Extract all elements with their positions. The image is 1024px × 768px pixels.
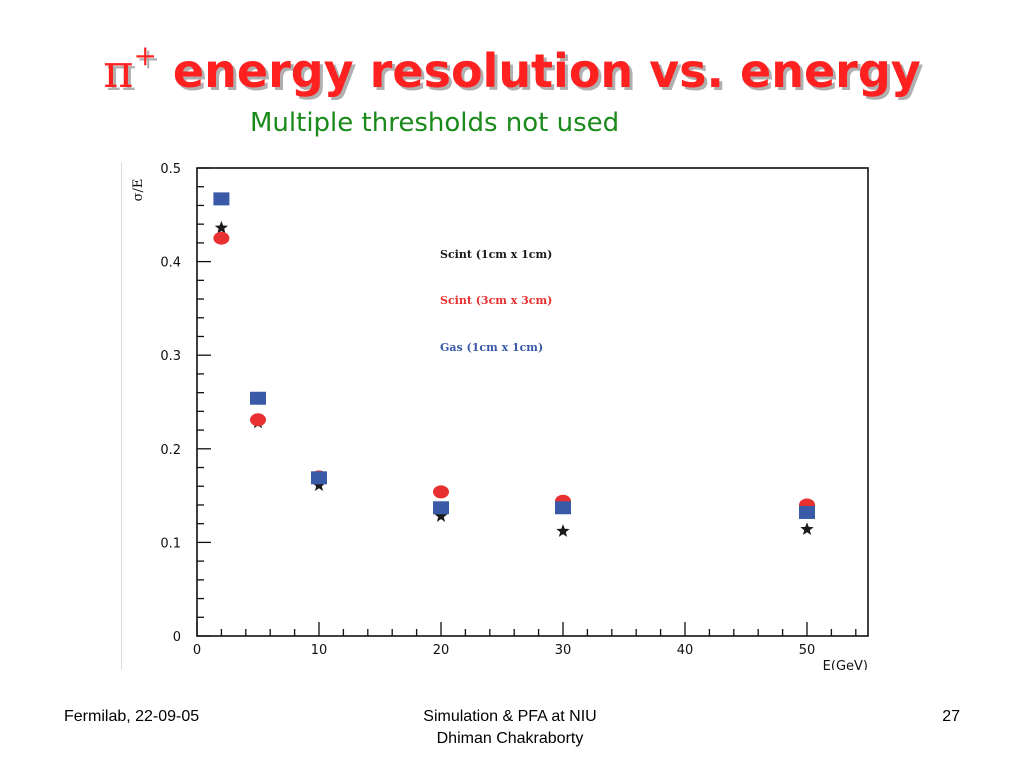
footer-author: Dhiman Chakraborty [436,730,584,747]
footer-left: Fermilab, 22-09-05 [64,708,200,725]
data-point-circle [433,485,449,499]
slide-subtitle: Multiple thresholds not used [250,108,620,138]
x-tick-label: 50 [799,643,816,658]
data-point-square [311,471,327,485]
legend-entry: Scint (3cm x 3cm) [440,294,552,307]
data-point-star [434,509,448,522]
data-point-square [213,192,230,206]
y-axis-label: σ/E [131,179,146,202]
title-pi-symbol: π [103,44,134,98]
x-tick-label: 20 [433,643,450,658]
footer-presentation-title: Simulation & PFA at NIU [423,708,597,725]
y-tick-label: 0.4 [160,256,181,271]
y-tick-label: 0 [173,630,181,645]
footer-center: Simulation & PFA at NIU Dhiman Chakrabor… [380,706,640,750]
slide-title: π+ energy resolution vs. energy [0,28,1024,99]
data-point-square [555,501,571,515]
y-tick-label: 0.3 [160,349,181,364]
plot-frame [196,167,869,637]
legend-entry: Scint (1cm x 1cm) [440,248,552,261]
scatter-chart: 0 0.1 0.2 0.3 0.4 0.5 0 10 20 30 40 50 E(GeV) σ/E Scin… [121,162,869,670]
x-tick-label: 10 [311,643,328,658]
page-number: 27 [942,708,960,725]
data-point-star [312,478,326,491]
y-tick-label: 0.1 [160,536,181,551]
x-tick-label: 0 [193,643,201,658]
title-superscript: + [133,39,157,72]
data-point-square [433,501,449,515]
y-tick-label: 0.5 [160,162,181,177]
data-point-circle [213,231,230,245]
data-point-circle [250,413,266,427]
data-point-square [799,505,815,519]
data-point-star [214,220,229,234]
x-tick-label: 40 [677,643,694,658]
x-tick-label: 30 [555,643,572,658]
y-tick-label: 0.2 [160,443,181,458]
data-point-star [800,522,814,535]
chart-container: 0 0.1 0.2 0.3 0.4 0.5 0 10 20 30 40 50 E(GeV) σ/E Scin… [121,162,871,670]
x-axis-label: E(GeV) [823,659,868,670]
title-text: energy resolution vs. energy [156,44,921,98]
data-point-square [250,391,266,405]
data-point-star [556,524,570,537]
legend-entry: Gas (1cm x 1cm) [440,341,543,354]
